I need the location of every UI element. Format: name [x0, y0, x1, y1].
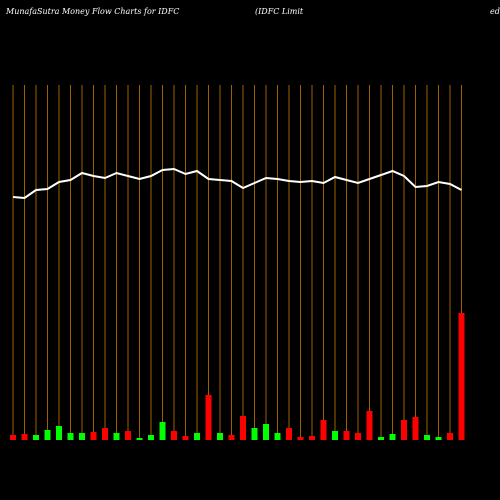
bar	[309, 436, 315, 440]
bar	[378, 437, 384, 440]
bar	[136, 438, 143, 440]
bar	[217, 433, 223, 440]
bar	[343, 431, 350, 440]
bar	[33, 435, 39, 440]
bar	[251, 428, 258, 440]
bar	[389, 434, 396, 440]
bar	[458, 313, 465, 440]
bar	[21, 434, 28, 440]
bar	[102, 428, 108, 440]
flow-line	[12, 167, 462, 200]
bar	[412, 417, 419, 440]
bar	[320, 420, 327, 440]
chart-subtitle-tail: ed	[490, 7, 500, 16]
bar	[297, 437, 304, 440]
bar	[67, 433, 74, 440]
bar	[401, 420, 407, 440]
chart-subtitle: (IDFC Limit	[255, 7, 304, 16]
bar	[240, 416, 246, 440]
bar	[182, 436, 189, 440]
bar	[228, 435, 235, 440]
bar	[286, 428, 292, 440]
bar	[90, 432, 97, 440]
bar	[263, 424, 269, 440]
chart-title: MunafaSutra Money Flow Charts for IDFC	[5, 7, 179, 16]
bar	[125, 431, 131, 440]
bar	[159, 422, 166, 440]
bar	[10, 435, 16, 440]
bar	[447, 433, 453, 440]
bar	[424, 435, 430, 440]
bar	[366, 411, 373, 440]
bar	[148, 435, 154, 440]
bar	[332, 431, 338, 440]
bar	[435, 437, 442, 440]
bar	[274, 433, 281, 440]
bar	[194, 433, 200, 440]
bar	[171, 431, 177, 440]
bar	[44, 430, 51, 440]
bar	[205, 395, 212, 440]
bar	[56, 426, 62, 440]
bar	[355, 433, 361, 440]
bar	[113, 433, 120, 440]
bar	[79, 433, 85, 440]
